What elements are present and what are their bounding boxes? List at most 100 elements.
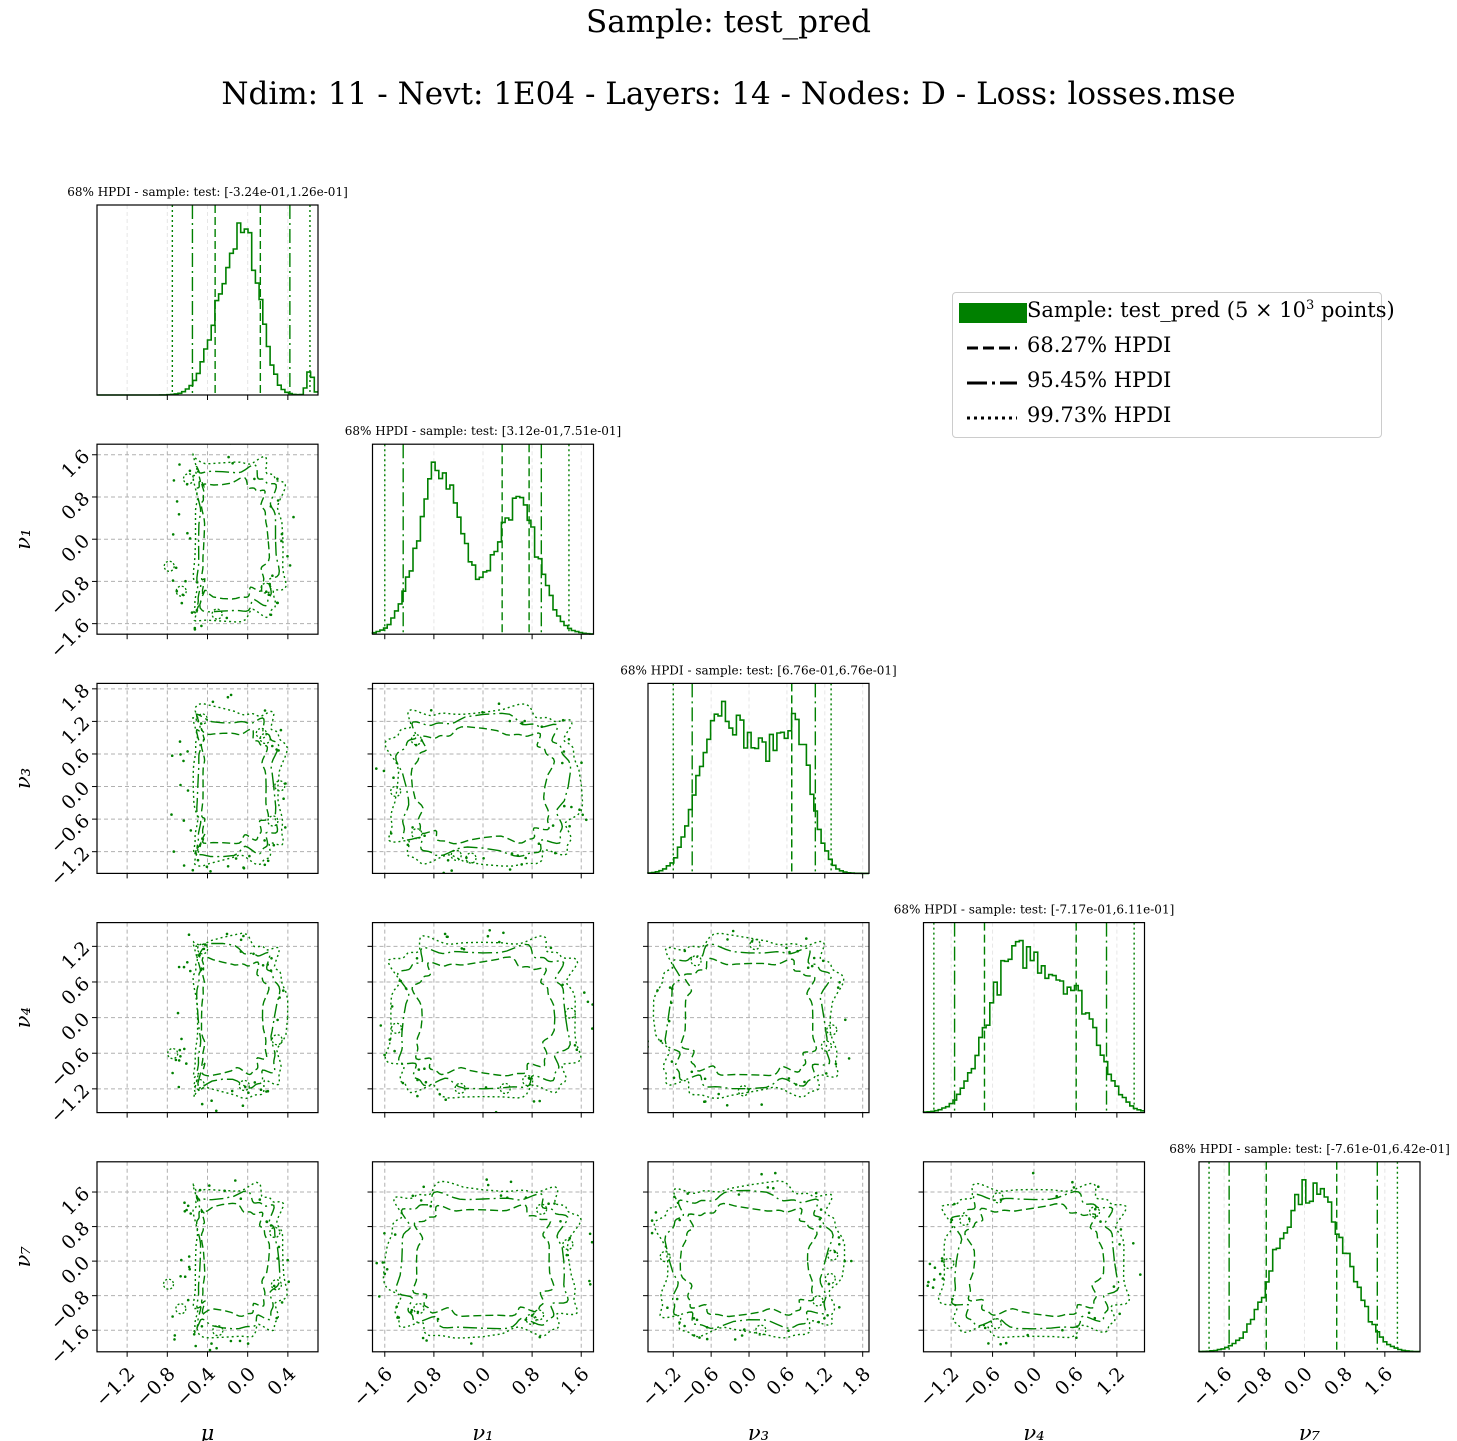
contour-99 [384, 703, 584, 867]
contour-95 [950, 1190, 1120, 1330]
sample-point [286, 554, 289, 558]
sample-point [737, 1193, 741, 1196]
sample-point [174, 1058, 178, 1062]
sample-point [390, 1005, 394, 1008]
sample-point [215, 1109, 218, 1113]
sample-point [760, 1103, 763, 1106]
sample-point [392, 776, 395, 779]
histogram-panel-5: 68% HPDI - sample: test: [-7.61e-01,6.42… [1169, 1142, 1450, 1441]
sample-point [1026, 1333, 1029, 1337]
y-tick-label: 0.0 [57, 1008, 94, 1045]
grid [97, 1161, 318, 1352]
contour-blob [990, 1317, 1002, 1330]
sample-point [395, 1305, 399, 1309]
sample-point [838, 981, 841, 984]
contour-blob [271, 1034, 283, 1046]
sample-point [172, 850, 176, 853]
sample-point [485, 1178, 489, 1181]
legend-patch-swatch [959, 303, 1027, 323]
sample-point [641, 1237, 644, 1240]
sample-point [585, 818, 588, 822]
histogram-panel-4: 68% HPDI - sample: test: [-7.17e-01,6.11… [894, 903, 1174, 1118]
sample-point [429, 1204, 433, 1208]
sample-point [192, 1333, 196, 1336]
sample-point [999, 1342, 1002, 1346]
contour-blob [535, 1203, 548, 1215]
sample-point [562, 750, 566, 753]
sample-point [198, 1188, 202, 1192]
sample-point [270, 957, 273, 960]
sample-point [188, 1267, 191, 1271]
sample-point [258, 1198, 262, 1201]
x-tick-label: −1.2 [91, 1363, 139, 1411]
sample-point [179, 783, 182, 787]
sample-point [498, 940, 501, 944]
x-tick-label: 0.0 [223, 1363, 260, 1400]
contour-blob [820, 1040, 833, 1052]
sample-point [538, 1335, 542, 1339]
sample-point [280, 539, 283, 543]
sample-point [443, 932, 447, 936]
sample-point [931, 1286, 935, 1289]
sample-point [177, 513, 181, 516]
contour-blob [255, 727, 267, 740]
sample-point [411, 1194, 415, 1198]
hpdi-title: 68% HPDI - sample: test: [-3.24e-01,1.26… [67, 185, 348, 199]
contour-blob [413, 1302, 425, 1315]
sample-point [1055, 1194, 1058, 1198]
sample-point [553, 1202, 556, 1205]
sample-point [171, 533, 175, 536]
sample-point [385, 1268, 389, 1271]
sample-point [812, 956, 816, 960]
sample-point [588, 1232, 592, 1236]
sample-point [774, 1171, 777, 1175]
contour-99 [192, 452, 287, 623]
x-tick-label: −0.8 [131, 1363, 179, 1411]
sample-point [425, 1339, 428, 1342]
y-tick-label: −0.8 [46, 1286, 94, 1334]
hpdi-title: 68% HPDI - sample: test: [3.12e-01,7.51e… [345, 424, 621, 438]
sample-point [194, 1344, 197, 1348]
sample-point [175, 589, 179, 593]
sample-point [444, 1098, 448, 1101]
sample-point [190, 611, 194, 614]
sample-point [263, 863, 267, 867]
sample-point [265, 590, 268, 593]
sample-point [941, 1277, 945, 1280]
sample-point [184, 579, 187, 583]
sample-point [269, 613, 273, 617]
sample-point [819, 1208, 823, 1211]
contours [375, 702, 588, 880]
sample-point [383, 1272, 387, 1276]
sample-point [246, 1342, 250, 1345]
sample-point [242, 934, 245, 938]
sample-point [690, 1070, 694, 1074]
sample-point [838, 1306, 841, 1309]
sample-point [538, 1099, 541, 1103]
contour-panel-5-2: −1.6 −0.8 0.0 0.8 1.6 ν₁ [349, 1161, 595, 1441]
sample-point [445, 935, 449, 938]
sample-point [733, 1338, 737, 1341]
sample-point [216, 879, 219, 882]
contour-95 [195, 942, 281, 1090]
sample-point [200, 1102, 204, 1106]
sample-point [1112, 1285, 1116, 1288]
sample-point [410, 1308, 414, 1312]
sample-point [1097, 1185, 1100, 1188]
contour-blob [390, 785, 402, 798]
contours [641, 1171, 853, 1341]
sample-point [375, 1261, 379, 1265]
legend-entry-sample: Sample: test_pred (5 × 103 points) [953, 295, 1395, 329]
sample-point [182, 864, 186, 867]
sample-point [247, 1091, 250, 1094]
sample-point [675, 1297, 679, 1301]
sample-point [272, 843, 276, 847]
sample-point [276, 499, 280, 502]
sample-point [183, 1210, 187, 1213]
axes-frame [647, 1161, 870, 1353]
sample-point [189, 829, 193, 832]
sample-point [252, 952, 255, 956]
legend-label-exponent: 3 [1306, 298, 1315, 313]
sample-point [173, 1334, 177, 1337]
sample-point [466, 877, 469, 880]
